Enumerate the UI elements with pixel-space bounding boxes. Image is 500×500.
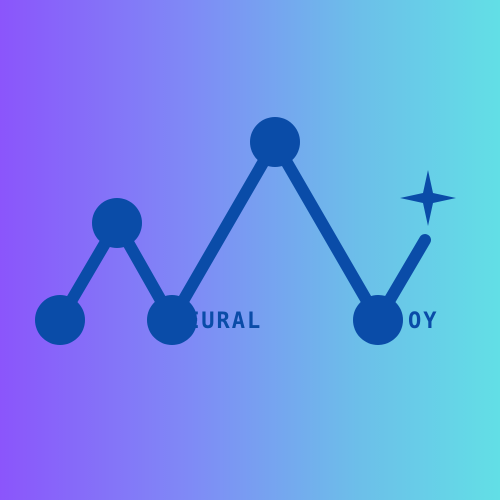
node-1 [35, 295, 85, 345]
network-nodes [35, 117, 403, 345]
node-5 [353, 295, 403, 345]
edge-3 [166, 136, 281, 326]
logo-word-main: EURAL [186, 309, 263, 334]
edge-4 [269, 136, 384, 326]
four-point-star-icon [400, 170, 456, 226]
node-3 [147, 295, 197, 345]
logo-word-end: OY [408, 309, 439, 334]
node-2 [92, 198, 142, 248]
node-4 [250, 117, 300, 167]
